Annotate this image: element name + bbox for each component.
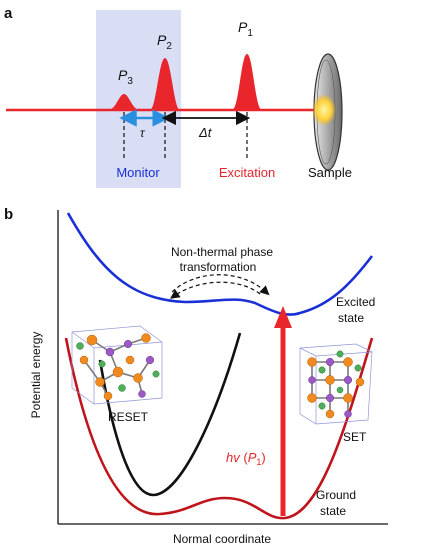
reset-crystal-icon <box>71 325 163 405</box>
tau-label: τ <box>140 126 146 140</box>
excitation-arrow <box>274 306 292 516</box>
set-crystal-icon <box>299 343 373 425</box>
photon-energy-label: hv (P1) <box>226 450 266 467</box>
excited-state-label-line1: Excited <box>336 295 375 309</box>
transformation-arrow-forward <box>171 274 270 296</box>
sample-label: Sample <box>308 165 352 180</box>
y-axis-label: Potential energy <box>29 332 43 419</box>
panel-a-label: a <box>4 5 13 22</box>
pulse-p1 <box>232 54 262 110</box>
transformation-arrow-back <box>170 281 261 299</box>
p2-label: P2 <box>157 32 172 52</box>
excited-state-curve <box>66 212 374 316</box>
excited-state-label-line2: state <box>338 311 364 325</box>
monitor-label: Monitor <box>116 165 160 180</box>
delta-t-label: Δt <box>198 125 213 140</box>
sample-disk <box>312 53 343 171</box>
pulse-p2 <box>150 58 180 110</box>
flash-spot <box>312 94 336 126</box>
excitation-label: Excitation <box>219 165 275 180</box>
pulse-p3 <box>108 94 140 110</box>
p3-label: P3 <box>118 67 133 87</box>
ground-state-curve <box>64 337 374 520</box>
transformation-label-line1: Non-thermal phase <box>171 245 273 259</box>
reset-label: RESET <box>108 410 149 424</box>
ground-state-label-line2: state <box>320 504 346 518</box>
p1-label: P1 <box>238 19 253 39</box>
pulse-train <box>108 54 262 110</box>
set-label: SET <box>343 430 367 444</box>
ground-state-label-line1: Ground <box>316 488 356 502</box>
x-axis-label: Normal coordinate <box>173 532 271 546</box>
panel-b-label: b <box>4 206 13 223</box>
reset-curve <box>98 332 242 497</box>
transformation-label-line2: transformation <box>180 260 257 274</box>
